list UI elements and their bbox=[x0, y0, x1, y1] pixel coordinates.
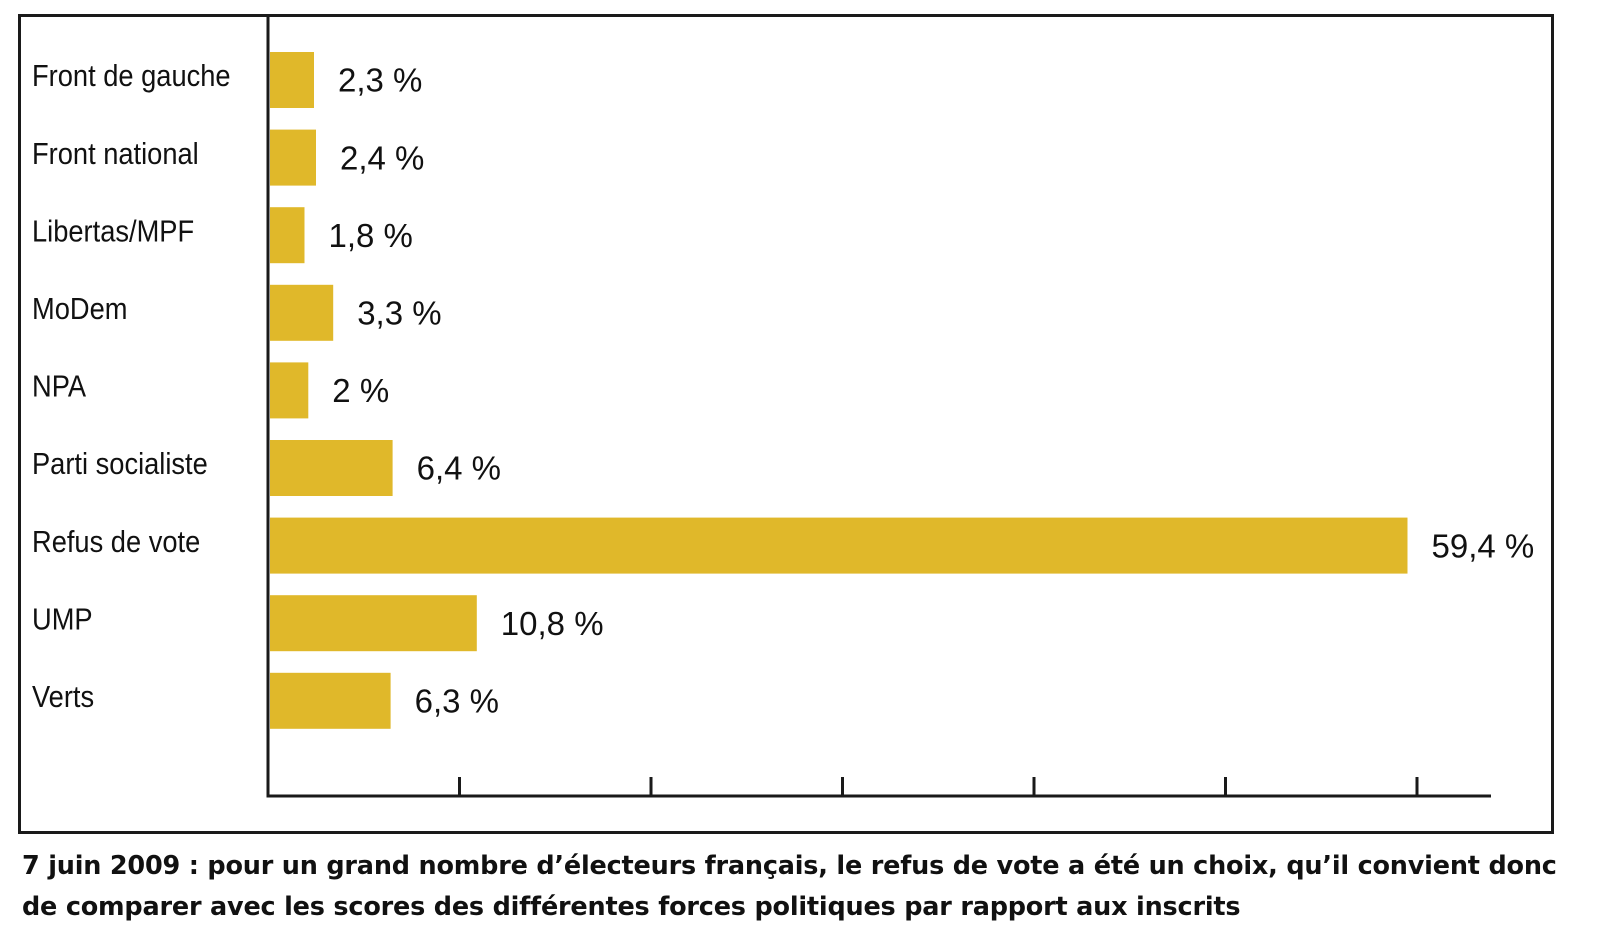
bar bbox=[270, 52, 314, 108]
value-label: 3,3 % bbox=[357, 295, 441, 332]
bar bbox=[270, 207, 305, 264]
bar bbox=[270, 595, 477, 652]
chart-frame: Front de gauche 2,3 % Front national 2,4 % L… bbox=[18, 14, 1554, 834]
bar bbox=[270, 129, 316, 186]
axes-layer bbox=[266, 17, 1491, 798]
value-label: 2,4 % bbox=[340, 139, 424, 176]
value-label: 1,8 % bbox=[329, 217, 413, 254]
chart-caption: 7 juin 2009 : pour un grand nombre d’éle… bbox=[22, 851, 1557, 922]
bar bbox=[270, 362, 309, 419]
bar bbox=[270, 284, 334, 341]
category-label: Front de gauche bbox=[32, 60, 231, 94]
value-label: 59,4 % bbox=[1432, 527, 1535, 564]
value-label: 10,8 % bbox=[501, 605, 604, 642]
bar-chart: Front de gauche 2,3 % Front national 2,4 % L… bbox=[32, 17, 1534, 798]
category-label: Parti socialiste bbox=[32, 448, 208, 482]
category-label: MoDem bbox=[32, 292, 127, 326]
value-label: 2 % bbox=[332, 372, 389, 409]
category-label: Verts bbox=[32, 680, 94, 714]
labels-layer: Front de gauche 2,3 % Front national 2,4 % L… bbox=[32, 60, 1534, 720]
bar bbox=[270, 440, 393, 496]
category-label: Libertas/MPF bbox=[32, 215, 194, 249]
category-label: UMP bbox=[32, 603, 93, 637]
bar bbox=[270, 672, 391, 729]
category-label: NPA bbox=[32, 370, 87, 404]
bars-layer bbox=[270, 52, 1408, 729]
value-label: 6,3 % bbox=[415, 683, 499, 720]
value-label: 6,4 % bbox=[417, 450, 501, 487]
category-label: Front national bbox=[32, 137, 199, 171]
bar bbox=[270, 517, 1408, 574]
value-label: 2,3 % bbox=[338, 62, 422, 99]
category-label: Refus de vote bbox=[32, 525, 200, 559]
